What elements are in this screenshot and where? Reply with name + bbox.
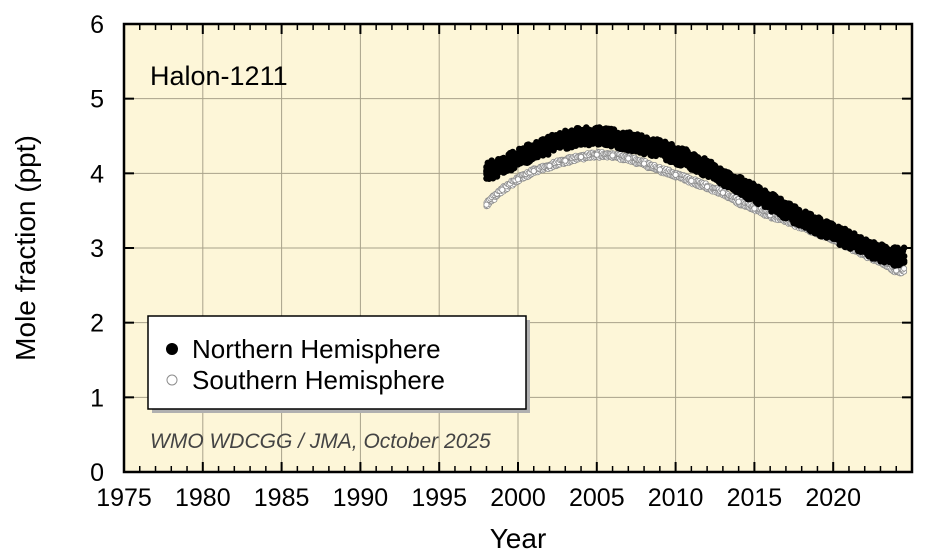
legend-label-north: Northern Hemisphere [192, 334, 441, 364]
nh-data-point [798, 214, 805, 222]
nh-data-point [640, 141, 648, 149]
data-points [483, 124, 908, 277]
nh-data-point [703, 164, 711, 172]
sh-data-point [530, 168, 537, 175]
nh-data-point [577, 132, 585, 140]
nh-data-point [766, 198, 774, 206]
y-tick-labels: 0 1 2 3 4 5 6 [90, 11, 104, 487]
y-tick-label: 1 [90, 384, 104, 412]
sh-data-point [593, 151, 600, 158]
nh-data-point [530, 147, 538, 155]
x-axis-title: Year [490, 523, 547, 554]
sh-data-point [656, 166, 663, 173]
x-tick-label: 1985 [254, 484, 310, 512]
nh-data-point [572, 130, 580, 138]
nh-data-point [498, 162, 506, 170]
sh-data-point [562, 157, 569, 164]
sh-data-point [515, 176, 522, 183]
nh-data-point [544, 151, 552, 158]
y-tick-label: 4 [90, 160, 104, 188]
sh-data-point [735, 198, 742, 205]
sh-data-point [688, 177, 695, 184]
sh-data-point [901, 265, 908, 272]
x-tick-labels: 1975 1980 1985 1990 1995 2000 2005 2010 2015 2020 [96, 484, 861, 512]
nh-data-point [625, 137, 632, 145]
x-tick-label: 2020 [805, 484, 861, 512]
y-tick-label: 3 [90, 235, 104, 263]
nh-data-point [561, 136, 569, 144]
y-tick-label: 0 [90, 459, 104, 487]
sh-data-point [578, 153, 585, 160]
nh-data-point [609, 134, 616, 142]
x-tick-label: 1980 [175, 484, 231, 512]
x-tick-label: 2015 [727, 484, 783, 512]
data-source-credit: WMO WDCGG / JMA, October 2025 [150, 430, 491, 453]
legend: Northern Hemisphere Southern Hemisphere [147, 315, 530, 413]
nh-data-point [861, 243, 869, 250]
nh-data-point [688, 157, 695, 164]
nh-data-point [514, 155, 522, 162]
legend-marker-south [166, 374, 178, 386]
x-tick-label: 1975 [96, 484, 152, 512]
plot-frame [122, 22, 914, 474]
sh-data-point [546, 162, 553, 169]
y-axis-title: Mole fraction (ppt) [10, 135, 41, 361]
sh-data-point [483, 201, 490, 208]
legend-label-south: Southern Hemisphere [192, 365, 445, 395]
series-northern-hemisphere [483, 124, 908, 269]
sh-data-point [719, 189, 726, 196]
legend-box [147, 315, 527, 410]
nh-data-point [593, 132, 601, 140]
nh-data-point [751, 190, 758, 197]
nh-data-point [656, 145, 664, 152]
sh-data-point [625, 155, 632, 162]
sh-data-point [499, 186, 506, 193]
y-tick-label: 5 [90, 86, 104, 114]
x-tick-label: 2000 [490, 484, 546, 512]
nh-data-point [719, 173, 727, 180]
nh-data-point [892, 253, 900, 261]
y-tick-label: 6 [90, 11, 104, 39]
sh-data-point [751, 205, 758, 212]
nh-data-point [483, 168, 490, 176]
x-tick-label: 1995 [411, 484, 467, 512]
x-tick-label: 2010 [648, 484, 704, 512]
nh-data-point [814, 222, 821, 229]
nh-data-point [877, 249, 884, 256]
sh-data-point [609, 152, 616, 159]
sh-data-point [672, 171, 679, 178]
x-tick-label: 2005 [569, 484, 625, 512]
sh-data-point [641, 160, 648, 167]
nh-data-point [546, 141, 553, 149]
legend-marker-north [166, 343, 178, 355]
sh-data-point [704, 183, 711, 190]
chart-title: Halon-1211 [150, 61, 288, 91]
nh-data-point [782, 206, 790, 214]
y-tick-label: 2 [90, 310, 104, 338]
x-tick-label: 1990 [333, 484, 389, 512]
nh-data-point [845, 236, 853, 244]
nh-data-point [672, 151, 679, 158]
nh-data-point [735, 181, 742, 189]
nh-data-point [829, 229, 837, 237]
